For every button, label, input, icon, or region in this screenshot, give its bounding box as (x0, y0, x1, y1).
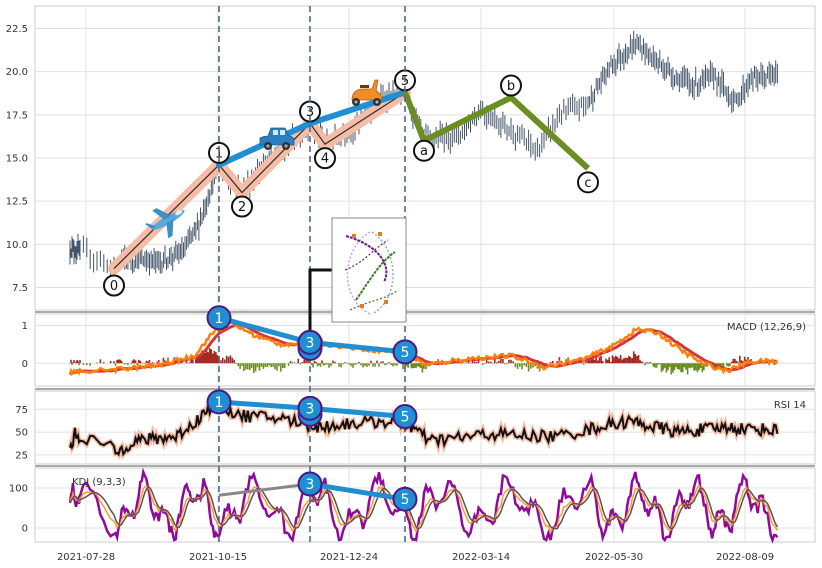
wave-label-text: 4 (321, 152, 329, 167)
wave-label-4: 4 (314, 147, 336, 170)
x-tick-label: 2022-03-14 (452, 552, 510, 563)
wave-label-text: 3 (306, 105, 314, 120)
wave-label-0: 0 (103, 274, 125, 297)
correction-wave (402, 91, 591, 171)
divergence-circle-text: 3 (306, 477, 315, 493)
kdj-marker-5: 5 (392, 486, 418, 512)
wave-circles: 1351353533 (206, 305, 418, 512)
macd-marker-3-top: 3 (297, 329, 323, 355)
divergence-circle (392, 404, 418, 430)
divergence-circle-text: 1 (215, 311, 224, 327)
axis-labels: MACD (12,26,9) RSI 14 KDJ (9,3,3) (72, 322, 806, 488)
price-y-tick-label: 10.0 (6, 240, 28, 251)
wave-label-circle (208, 141, 230, 164)
wave-label-circle (413, 139, 435, 162)
kdj-d-line (69, 486, 779, 530)
wave-label-circle (314, 147, 336, 170)
divergence-circle-text: 3 (306, 401, 315, 417)
macd-label: MACD (12,26,9) (727, 322, 806, 333)
price-y-tick-label: 20.0 (6, 67, 28, 78)
divergence-circle (297, 395, 323, 421)
macd-marker-5: 5 (392, 339, 418, 365)
rsi-marker-1: 1 (206, 389, 232, 415)
x-tick-label: 2022-08-09 (716, 552, 774, 563)
kdj-y-tick-label: 100 (9, 484, 28, 495)
wave-label-text: 2 (238, 200, 246, 215)
rsi-label: RSI 14 (774, 400, 806, 411)
rsi-marker-3-top: 3 (297, 395, 323, 421)
divergence-circle-text: 5 (401, 492, 410, 508)
wave-label-circle (103, 274, 125, 297)
wave-label-c: c (577, 171, 599, 194)
macd-line (68, 321, 779, 377)
price-y-tick-label: 7.5 (12, 283, 28, 294)
rsi-line (69, 396, 779, 457)
wave-label-text: c (584, 176, 591, 191)
wave-label-text: a (420, 144, 428, 159)
price-y-tick-label: 15.0 (6, 154, 28, 165)
macd-marker-1: 1 (206, 305, 232, 331)
price-y-tick-label: 17.5 (6, 110, 28, 121)
x-tick-label: 2021-10-15 (189, 552, 247, 563)
x-tick-label: 2021-07-28 (57, 552, 115, 563)
wave-label-text: 0 (110, 279, 118, 294)
divergence-circle (297, 471, 323, 497)
price-y-tick-label: 22.5 (6, 24, 28, 35)
elliott-waves: 012345abc (103, 69, 599, 297)
macd-y-tick-label: 0 (22, 359, 28, 370)
kdj-prior-line (218, 482, 311, 497)
divergence-circle-text: 3 (306, 335, 315, 351)
divergence-circle (206, 305, 232, 331)
rsi-marker-5: 5 (392, 404, 418, 430)
kdj-divergence-line (309, 481, 406, 502)
divergence-circle-text: 5 (401, 345, 410, 361)
macd-panel-frame (34, 313, 816, 387)
rsi-y-tick-label: 25 (15, 450, 28, 461)
divergence-circle (392, 339, 418, 365)
rsi-y-tick-label: 75 (15, 405, 28, 416)
wave-label-a: a (413, 139, 435, 162)
kdj-label: KDJ (9,3,3) (72, 477, 126, 488)
wave-label-1: 1 (208, 141, 230, 164)
wave-label-circle (231, 195, 253, 218)
x-tick-label: 2022-05-30 (585, 552, 643, 563)
car-icon (259, 127, 295, 150)
divergence-circle-text: 1 (215, 395, 224, 411)
x-tick-label: 2021-12-24 (320, 552, 378, 563)
divergence-circle (206, 389, 232, 415)
cycle-inset-image (308, 217, 407, 342)
kdj-marker-3: 3 (297, 471, 323, 497)
wave-label-text: b (507, 79, 515, 94)
kdj-y-tick-label: 0 (22, 524, 28, 535)
scooter-icon (351, 79, 383, 106)
wave-label-circle (500, 74, 522, 97)
macd-y-tick-label: 1 (22, 321, 28, 332)
wave-label-text: 1 (215, 146, 223, 161)
impulse-wave-line (113, 91, 406, 269)
wave-label-2: 2 (231, 195, 253, 218)
wave-label-circle (577, 171, 599, 194)
pictograms (144, 79, 407, 342)
divergence-circle (297, 329, 323, 355)
price-y-tick-label: 12.5 (6, 197, 28, 208)
kdj-panel-frame (34, 467, 816, 543)
divergence-circle-text: 5 (401, 410, 410, 426)
panel-frames (34, 5, 816, 543)
kdj-k-line (69, 483, 779, 535)
wave-label-b: b (500, 74, 522, 97)
indicator-lines (67, 321, 780, 544)
kdj-j-line (68, 467, 779, 544)
airplane-icon (144, 208, 185, 239)
divergence-circle (392, 486, 418, 512)
rsi-y-tick-label: 50 (15, 428, 28, 439)
